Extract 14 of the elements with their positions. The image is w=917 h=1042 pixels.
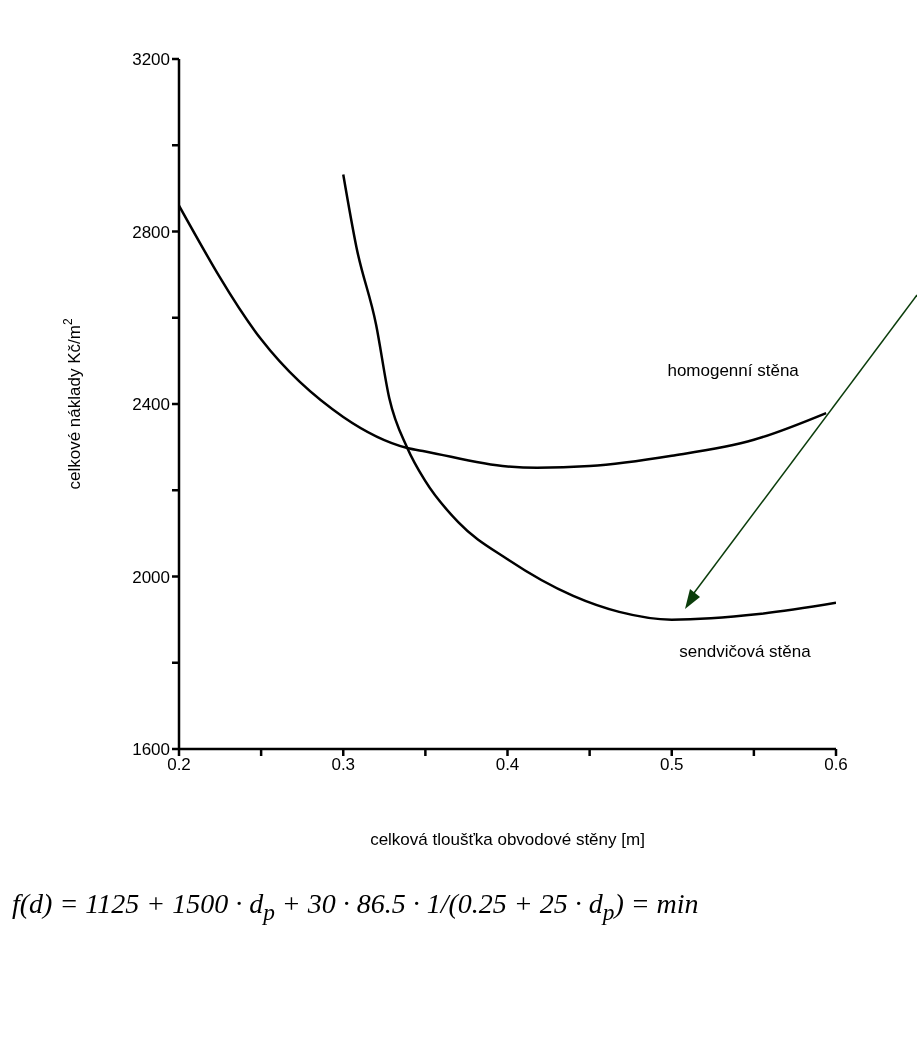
text: f(d) = 1125 + 1500 · d$_{p}$ + 30 · 86.5 · 1/(0.25 + 25 · d$_{p}$) = min [11,888,700,926]
x-tick-label: 0.3 [331,755,356,775]
series-label: sendvičová stěna [679,642,812,662]
text: homogenní stěna [667,360,800,380]
x-tick-label: 0.2 [167,755,191,775]
y-tick-label: 2800 [132,222,170,242]
y-tick-label: 1600 [132,740,170,760]
y-tick-label: 2000 [132,567,170,587]
y-tick-label: 2400 [132,395,170,415]
x-tick-label: 0.4 [495,755,520,775]
x-tick-label: 0.5 [659,755,684,775]
x-axis-title: celková tloušťka obvodové stěny [m] [370,830,645,849]
y-tick-label: 3200 [132,50,170,70]
x-tick-label: 0.6 [824,755,848,775]
